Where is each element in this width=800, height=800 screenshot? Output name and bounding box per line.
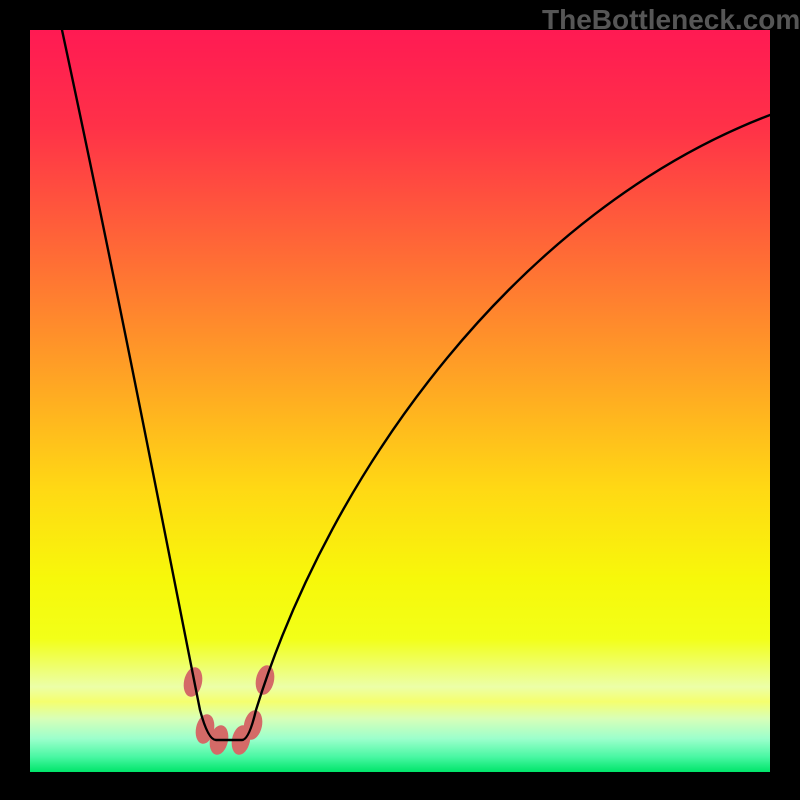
bottleneck-curve [0, 0, 800, 800]
watermark-text: TheBottleneck.com [542, 4, 800, 36]
curve-markers [181, 663, 277, 756]
bottleneck-curve-path [62, 30, 770, 740]
stage: TheBottleneck.com [0, 0, 800, 800]
